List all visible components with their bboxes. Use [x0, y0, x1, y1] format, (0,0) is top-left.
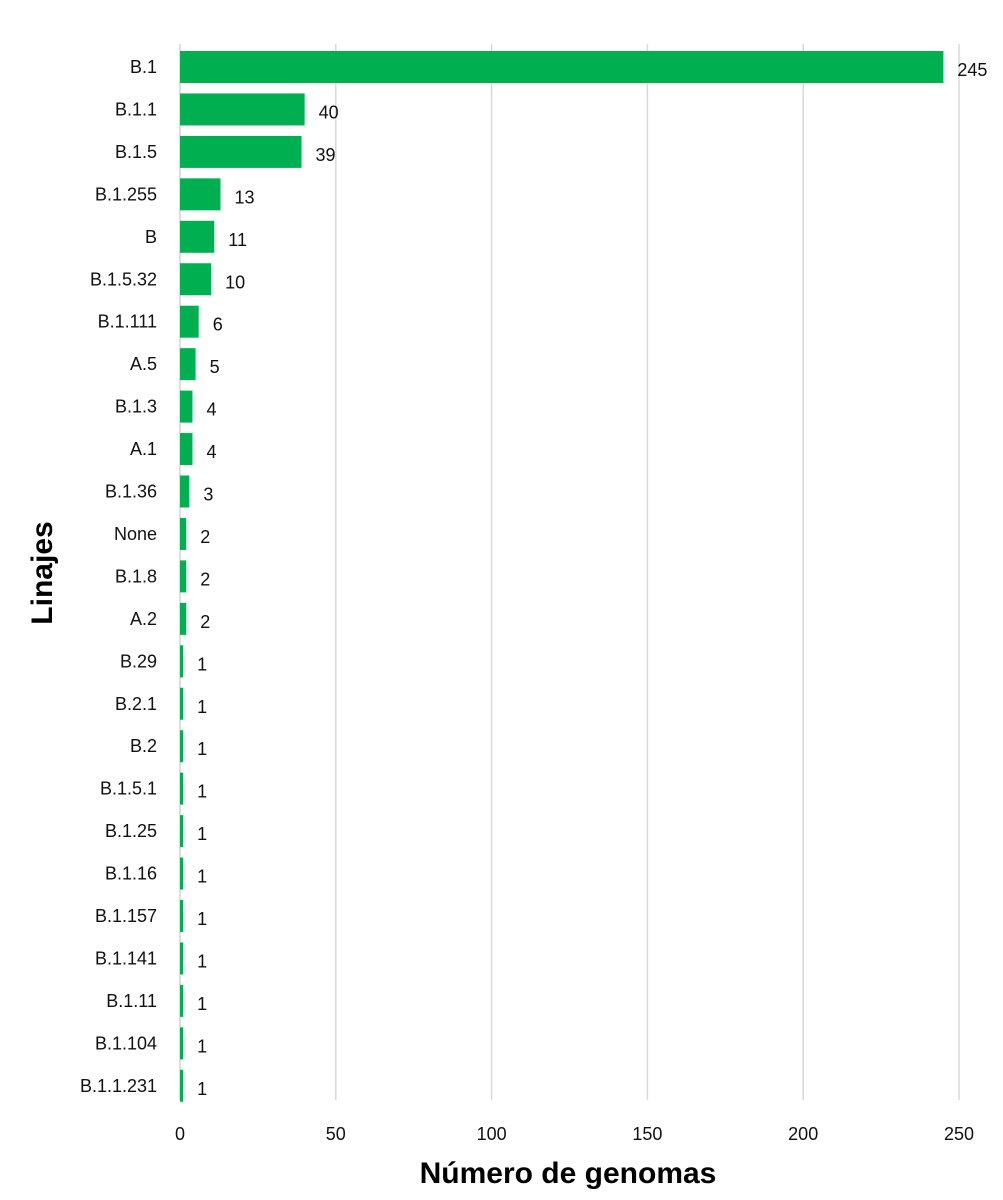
category-labels: B.1 B.1.1 B.1.5 B.1.255 B B.1.5.32 B.1.111 A.5 B… — [80, 57, 157, 1096]
data-label: 245 — [957, 60, 987, 80]
category-label: B — [145, 227, 157, 247]
data-label: 6 — [213, 315, 223, 335]
bar — [180, 602, 187, 635]
bar — [180, 645, 184, 678]
data-label: 4 — [206, 400, 216, 420]
category-label: A.2 — [130, 609, 157, 629]
data-label: 1 — [197, 824, 207, 844]
bar — [180, 687, 184, 720]
category-label: None — [114, 524, 157, 544]
data-label: 1 — [197, 951, 207, 971]
category-label: B.29 — [120, 651, 157, 671]
bar — [180, 857, 184, 890]
bar — [180, 51, 944, 83]
bar — [180, 984, 184, 1017]
data-label: 4 — [206, 442, 216, 462]
bar — [180, 433, 193, 466]
category-label: B.1.111 — [98, 312, 157, 332]
bar — [180, 178, 221, 211]
bar — [180, 135, 302, 168]
category-label: B.1.1 — [115, 99, 157, 119]
x-tick-label: 100 — [477, 1124, 507, 1144]
bar — [180, 348, 196, 381]
bar — [180, 475, 190, 508]
category-label: B.1.5.1 — [100, 779, 157, 799]
data-label: 1 — [197, 867, 207, 887]
category-label: B.1.5.32 — [90, 269, 157, 289]
x-tick-label: 50 — [326, 1124, 346, 1144]
data-label: 39 — [316, 145, 336, 165]
bar — [180, 263, 212, 296]
category-label: B.1.16 — [105, 864, 157, 884]
category-label: B.1 — [130, 57, 157, 77]
data-label: 11 — [228, 230, 247, 250]
gridlines — [179, 44, 960, 1100]
data-label: 1 — [197, 909, 207, 929]
data-label: 1 — [197, 697, 207, 717]
x-tick-label: 250 — [944, 1124, 974, 1144]
data-label: 1 — [197, 782, 207, 802]
data-label: 2 — [200, 569, 210, 589]
category-label: B.2 — [130, 736, 157, 756]
bar — [180, 560, 187, 593]
bar — [180, 730, 184, 763]
category-label: A.1 — [130, 439, 157, 459]
data-label: 5 — [210, 357, 220, 377]
category-label: B.1.11 — [106, 991, 157, 1011]
data-label: 1 — [197, 654, 207, 674]
data-label: 40 — [319, 102, 339, 122]
category-label: B.1.25 — [105, 821, 157, 841]
bar — [180, 517, 187, 550]
category-label: B.1.3 — [115, 397, 157, 417]
bar — [180, 305, 199, 338]
data-label: 3 — [203, 485, 213, 505]
category-label: B.1.104 — [95, 1033, 157, 1053]
category-label: B.1.1.231 — [80, 1076, 157, 1096]
data-label: 2 — [200, 612, 210, 632]
x-tick-labels: 0 50 100 150 200 250 — [175, 1124, 974, 1144]
category-label: B.1.157 — [95, 906, 157, 926]
category-label: B.1.8 — [115, 566, 157, 586]
data-label: 10 — [225, 272, 245, 292]
category-label: B.1.141 — [95, 948, 157, 968]
category-label: B.1.36 — [105, 482, 157, 502]
category-label: B.2.1 — [115, 694, 157, 714]
data-label: 13 — [235, 187, 255, 207]
bar — [180, 93, 305, 126]
data-label: 1 — [197, 1036, 207, 1056]
category-label: B.1.5 — [115, 142, 157, 162]
category-label: A.5 — [130, 354, 157, 374]
bar — [180, 220, 215, 253]
x-axis-title: Número de genomas — [420, 1157, 717, 1190]
data-label: 2 — [200, 527, 210, 547]
bar — [180, 772, 184, 805]
bar — [180, 1027, 184, 1060]
bar — [180, 1069, 184, 1102]
data-label: 1 — [197, 739, 207, 759]
bar — [180, 900, 184, 932]
data-label: 1 — [197, 1079, 207, 1099]
x-tick-label: 0 — [175, 1124, 185, 1144]
category-label: B.1.255 — [95, 184, 157, 204]
data-label: 1 — [197, 994, 207, 1014]
bar — [180, 390, 193, 423]
y-axis-title: Linajes — [26, 521, 59, 624]
bar — [180, 942, 184, 975]
x-tick-label: 150 — [632, 1124, 662, 1144]
bars — [180, 51, 944, 1102]
x-tick-label: 200 — [788, 1124, 818, 1144]
bar — [180, 815, 184, 848]
